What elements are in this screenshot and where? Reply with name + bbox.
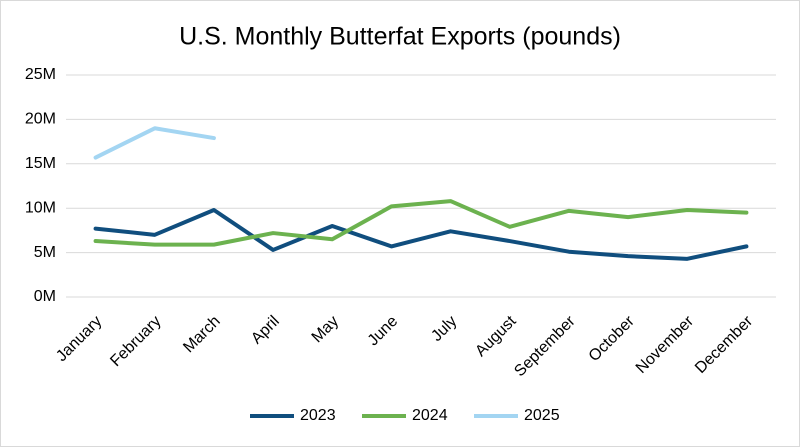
y-tick-label: 0M [34, 288, 56, 305]
series-line [93, 207, 749, 261]
series-line [93, 126, 216, 160]
legend-label: 2025 [524, 407, 560, 424]
y-tick-label: 20M [25, 111, 56, 128]
y-tick-label: 10M [25, 199, 56, 216]
legend-label: 2023 [300, 407, 336, 424]
y-tick-label: 25M [25, 66, 56, 83]
chart-title: U.S. Monthly Butterfat Exports (pounds) [179, 23, 621, 51]
legend-label: 2024 [412, 407, 448, 424]
y-tick-label: 15M [25, 155, 56, 172]
y-tick-label: 5M [34, 244, 56, 261]
series-line [93, 199, 749, 247]
